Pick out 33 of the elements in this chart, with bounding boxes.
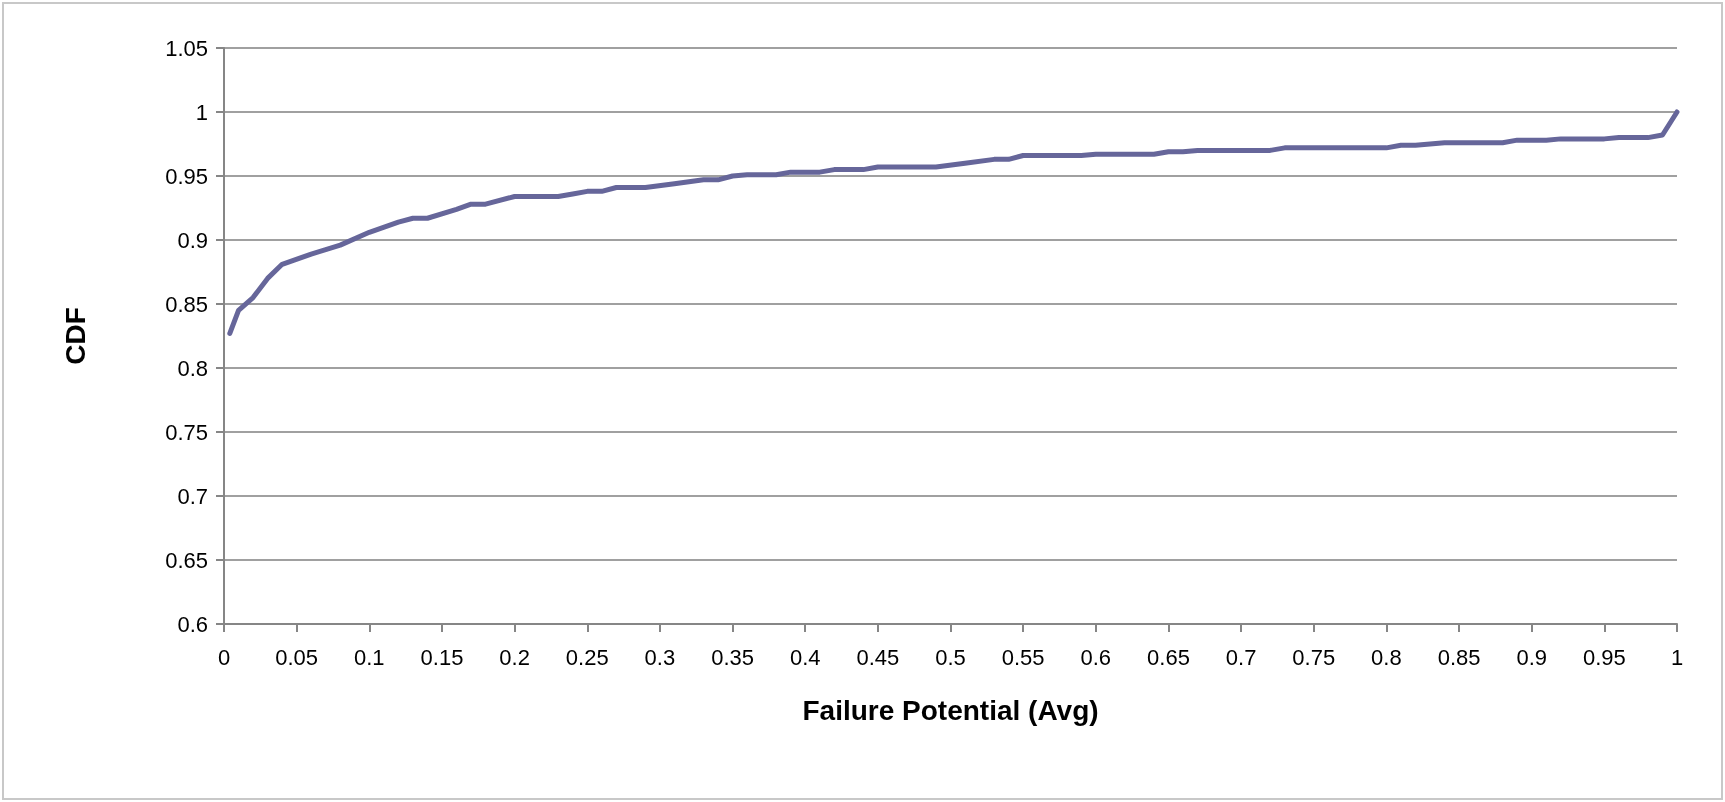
x-tick-label: 0.65: [1147, 644, 1190, 670]
y-tick-label: 0.75: [165, 419, 208, 445]
x-tick-label: 0.15: [420, 644, 464, 670]
x-tick-label: 0.8: [1371, 644, 1402, 670]
x-tick-label: 1: [1670, 644, 1684, 670]
x-tick-label: 0.7: [1225, 644, 1257, 670]
y-tick-label: 0.95: [165, 163, 208, 189]
y-tick-label: 0.9: [177, 227, 208, 253]
x-tick-label: 0.35: [711, 644, 754, 670]
x-tick-label: 0.2: [499, 644, 530, 670]
y-tick-label: 0.65: [165, 547, 208, 573]
x-tick-label: 0.55: [1001, 644, 1045, 670]
x-tick-label: 0.5: [935, 644, 966, 670]
x-tick-label: 0.9: [1516, 644, 1547, 670]
x-tick-label: 0.95: [1582, 644, 1626, 670]
x-tick-label: 0.75: [1292, 644, 1336, 670]
x-tick-label: 0.1: [354, 644, 385, 670]
x-tick-label: 0.85: [1437, 644, 1481, 670]
y-tick-label: 0.6: [177, 611, 208, 637]
x-tick-label: 0.6: [1080, 644, 1112, 670]
x-tick-label: 0.05: [275, 644, 319, 670]
x-tick-label: 0.3: [644, 644, 676, 670]
x-tick-label: 0.25: [565, 644, 609, 670]
y-tick-label: 0.8: [177, 355, 208, 381]
x-tick-label: 0.4: [789, 644, 821, 670]
y-tick-label: 1.05: [165, 35, 208, 61]
x-axis-title: Failure Potential (Avg): [802, 694, 1099, 726]
y-tick-label: 0.7: [177, 483, 208, 509]
y-tick-label: 1: [195, 99, 208, 125]
x-tick-label: 0: [217, 644, 231, 670]
y-tick-label: 0.85: [165, 291, 208, 317]
y-axis-title: CDF: [59, 307, 91, 365]
x-tick-label: 0.45: [856, 644, 900, 670]
